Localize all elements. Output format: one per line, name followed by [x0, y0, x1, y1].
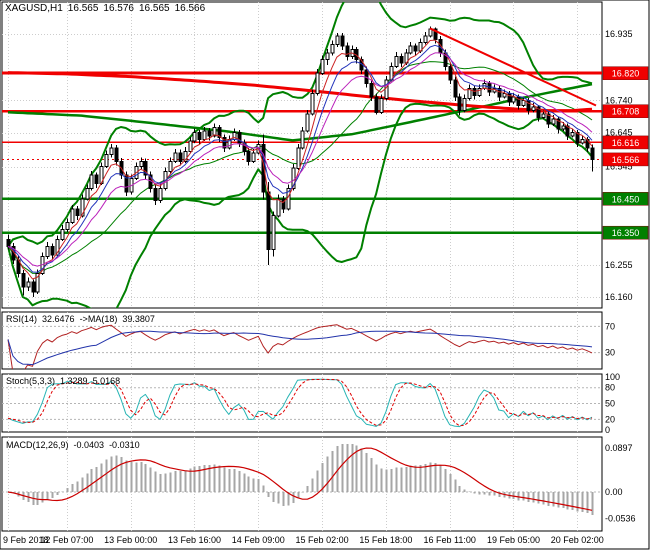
trendline — [429, 27, 597, 107]
svg-text:20 Feb 02:00: 20 Feb 02:00 — [551, 535, 604, 545]
svg-text:-0.0536: -0.0536 — [605, 513, 636, 523]
svg-text:19 Feb 05:00: 19 Feb 05:00 — [487, 535, 540, 545]
svg-text:80: 80 — [605, 383, 615, 393]
svg-text:14 Feb 09:00: 14 Feb 09:00 — [232, 535, 285, 545]
svg-text:13 Feb 16:00: 13 Feb 16:00 — [168, 535, 221, 545]
svg-text:16.645: 16.645 — [605, 128, 633, 138]
stoch-levels — [2, 387, 602, 420]
svg-text:16.160: 16.160 — [605, 292, 633, 302]
price-tags: 16.820 16.708 16.616 16.566 16.450 16.350 — [602, 66, 649, 240]
svg-text:16.616: 16.616 — [612, 138, 640, 148]
svg-text:16.545: 16.545 — [605, 162, 633, 172]
svg-text:16.350: 16.350 — [612, 228, 640, 238]
svg-text:70: 70 — [605, 321, 615, 331]
svg-text:0.0897: 0.0897 — [605, 443, 633, 453]
svg-text:20: 20 — [605, 414, 615, 424]
macd-signal-line — [7, 447, 593, 511]
rsi-lines — [7, 324, 593, 369]
svg-text:16.935: 16.935 — [605, 29, 633, 39]
ma-red-slow — [7, 71, 593, 113]
svg-text:16.450: 16.450 — [612, 194, 640, 204]
svg-text:0.00: 0.00 — [605, 487, 623, 497]
svg-text:16.740: 16.740 — [605, 95, 633, 105]
ema-ribbon — [7, 39, 593, 280]
stoch-lines — [7, 378, 593, 428]
svg-text:16.820: 16.820 — [612, 69, 640, 79]
svg-text:16.566: 16.566 — [612, 155, 640, 165]
price-axis[interactable]: 16.935 16.740 16.645 16.545 16.255 16.160 70 30… — [605, 29, 636, 523]
svg-text:100: 100 — [605, 372, 620, 382]
ma-green-slow — [7, 82, 593, 142]
svg-text:16.255: 16.255 — [605, 260, 633, 270]
svg-text:16 Feb 11:00: 16 Feb 11:00 — [423, 535, 475, 545]
svg-text:9 Feb 2018: 9 Feb 2018 — [3, 535, 49, 545]
svg-text:12 Feb 07:00: 12 Feb 07:00 — [40, 535, 93, 545]
grid-lines — [2, 2, 602, 531]
svg-text:15 Feb 18:00: 15 Feb 18:00 — [359, 535, 412, 545]
svg-text:50: 50 — [605, 399, 615, 409]
svg-text:30: 30 — [605, 348, 615, 358]
svg-text:15 Feb 02:00: 15 Feb 02:00 — [296, 535, 349, 545]
svg-text:13 Feb 00:00: 13 Feb 00:00 — [104, 535, 157, 545]
rsi-levels — [2, 325, 602, 354]
svg-text:0: 0 — [605, 425, 610, 435]
svg-text:16.708: 16.708 — [612, 107, 640, 117]
